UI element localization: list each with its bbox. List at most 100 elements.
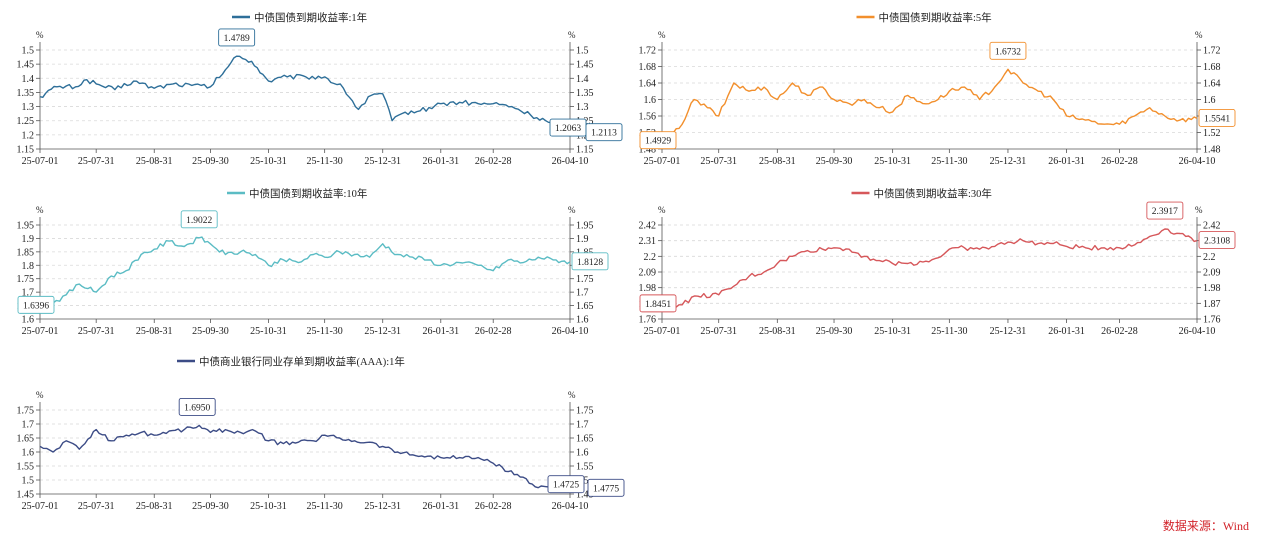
series-line xyxy=(39,424,571,489)
y-unit-left: % xyxy=(36,30,44,40)
y-tick-label-right: 2.2 xyxy=(1203,252,1216,263)
callout-box xyxy=(1198,108,1236,127)
x-tick-label: 26-02-28 xyxy=(475,156,512,167)
callout-box xyxy=(585,123,623,142)
callout-label: 1.6732 xyxy=(995,47,1021,57)
y-tick-label-left: 1.65 xyxy=(17,434,35,445)
y-tick-label-left: 1.56 xyxy=(639,112,657,123)
y-tick-label-right: 2.09 xyxy=(1203,268,1221,279)
x-tick-label: 26-01-31 xyxy=(1048,156,1085,167)
y-unit-left: % xyxy=(36,205,44,215)
x-tick-label: 25-08-31 xyxy=(136,156,173,167)
y-tick-label-left: 1.5 xyxy=(22,476,35,487)
x-tick-label: 25-10-31 xyxy=(250,501,287,512)
callout-label: 1.4775 xyxy=(593,484,619,494)
x-tick-label: 25-12-31 xyxy=(364,501,401,512)
callout-box xyxy=(571,252,609,271)
y-tick-label-right: 1.95 xyxy=(576,221,594,232)
y-tick-label-left: 1.7 xyxy=(22,288,35,299)
x-tick-label: 25-12-31 xyxy=(990,156,1027,167)
callout-label: 1.6950 xyxy=(184,403,210,413)
x-tick-label: 26-02-28 xyxy=(1101,326,1138,337)
y-tick-label-left: 1.8 xyxy=(22,261,35,272)
x-tick-label: 25-08-31 xyxy=(136,326,173,337)
callout-box xyxy=(180,210,218,229)
x-tick-label: 25-11-30 xyxy=(931,156,967,167)
y-tick-label-left: 1.15 xyxy=(17,145,35,156)
y-tick-label-right: 1.65 xyxy=(576,301,594,312)
callout-box xyxy=(547,475,585,494)
y-tick-label-left: 1.98 xyxy=(639,283,657,294)
callout-label: 2.3108 xyxy=(1204,237,1230,247)
x-tick-label: 25-09-30 xyxy=(192,326,229,337)
y-tick-label-right: 1.75 xyxy=(576,406,594,417)
callout-label: 1.2113 xyxy=(591,129,617,139)
y-tick-label-right: 1.87 xyxy=(1203,299,1221,310)
y-tick-label-right: 1.6 xyxy=(1203,95,1216,106)
y-tick-label-left: 1.5 xyxy=(22,46,35,57)
y-tick-label-left: 1.9 xyxy=(22,234,35,245)
x-tick-label: 26-01-31 xyxy=(1048,326,1085,337)
callout-label: 1.4929 xyxy=(645,137,671,147)
y-tick-label-left: 1.68 xyxy=(639,62,657,73)
callout-box xyxy=(1146,201,1184,220)
y-tick-label-right: 1.68 xyxy=(1203,62,1221,73)
x-tick-label: 25-09-30 xyxy=(816,326,853,337)
y-tick-label-left: 1.85 xyxy=(17,247,35,258)
y-tick-label-left: 1.76 xyxy=(639,315,657,326)
y-tick-label-left: 1.7 xyxy=(22,420,35,431)
callout-label: 1.8128 xyxy=(577,258,603,268)
legend-label: 中债国债到期收益率:1年 xyxy=(254,11,367,24)
y-tick-label-right: 1.72 xyxy=(1203,46,1221,57)
chart-panel-5: 中债商业银行同业存单到期收益率(AAA):1年%%1.451.451.51.51… xyxy=(17,355,625,512)
x-tick-label: 25-10-31 xyxy=(250,326,287,337)
x-tick-label: 26-02-28 xyxy=(475,501,512,512)
y-tick-label-left: 1.55 xyxy=(17,462,35,473)
x-tick-label: 25-11-30 xyxy=(307,326,343,337)
chart-panel-3: 中债国债到期收益率:10年%%1.61.61.651.651.71.71.751… xyxy=(17,187,609,337)
y-tick-label-left: 2.42 xyxy=(639,221,657,232)
y-tick-label-left: 1.75 xyxy=(17,406,35,417)
x-tick-label: 25-07-01 xyxy=(644,156,681,167)
x-tick-label: 25-09-30 xyxy=(816,156,853,167)
y-tick-label-right: 1.65 xyxy=(576,434,594,445)
y-tick-label-right: 1.15 xyxy=(576,145,594,156)
y-tick-label-right: 1.4 xyxy=(576,74,589,85)
x-tick-label: 26-02-28 xyxy=(475,326,512,337)
y-tick-label-left: 1.45 xyxy=(17,60,35,71)
y-tick-label-left: 1.75 xyxy=(17,274,35,285)
y-tick-label-left: 1.64 xyxy=(639,79,657,90)
x-tick-label: 26-04-10 xyxy=(552,326,589,337)
x-tick-label: 25-12-31 xyxy=(364,156,401,167)
series-line xyxy=(39,55,571,133)
y-unit-right: % xyxy=(568,30,576,40)
callout-box xyxy=(639,294,677,313)
x-tick-label: 26-01-31 xyxy=(422,326,459,337)
y-tick-label-left: 1.6 xyxy=(22,448,35,459)
x-tick-label: 25-07-31 xyxy=(78,326,115,337)
y-tick-label-left: 2.2 xyxy=(644,252,657,263)
legend-label: 中债商业银行同业存单到期收益率(AAA):1年 xyxy=(199,355,405,368)
x-tick-label: 25-08-31 xyxy=(759,326,796,337)
y-tick-label-right: 1.52 xyxy=(1203,128,1221,139)
callout-box xyxy=(639,131,677,150)
callout-label: 1.4789 xyxy=(224,34,250,44)
callout-box xyxy=(1198,231,1236,250)
x-tick-label: 25-07-01 xyxy=(22,156,59,167)
y-tick-label-right: 1.55 xyxy=(576,462,594,473)
callout-label: 1.4725 xyxy=(553,481,579,491)
y-tick-label-right: 1.75 xyxy=(576,274,594,285)
y-tick-label-right: 1.45 xyxy=(576,490,594,501)
x-tick-label: 25-08-31 xyxy=(136,501,173,512)
y-tick-label-right: 1.3 xyxy=(576,102,589,113)
callout-box xyxy=(178,397,216,416)
x-tick-label: 26-04-10 xyxy=(1179,326,1216,337)
series-line xyxy=(39,236,571,309)
y-unit-right: % xyxy=(568,205,576,215)
y-tick-label-right: 1.7 xyxy=(576,420,589,431)
callout-label: 1.2063 xyxy=(555,124,581,134)
x-tick-label: 26-04-10 xyxy=(552,156,589,167)
y-tick-label-left: 1.3 xyxy=(22,102,35,113)
y-tick-label-left: 1.45 xyxy=(17,490,35,501)
